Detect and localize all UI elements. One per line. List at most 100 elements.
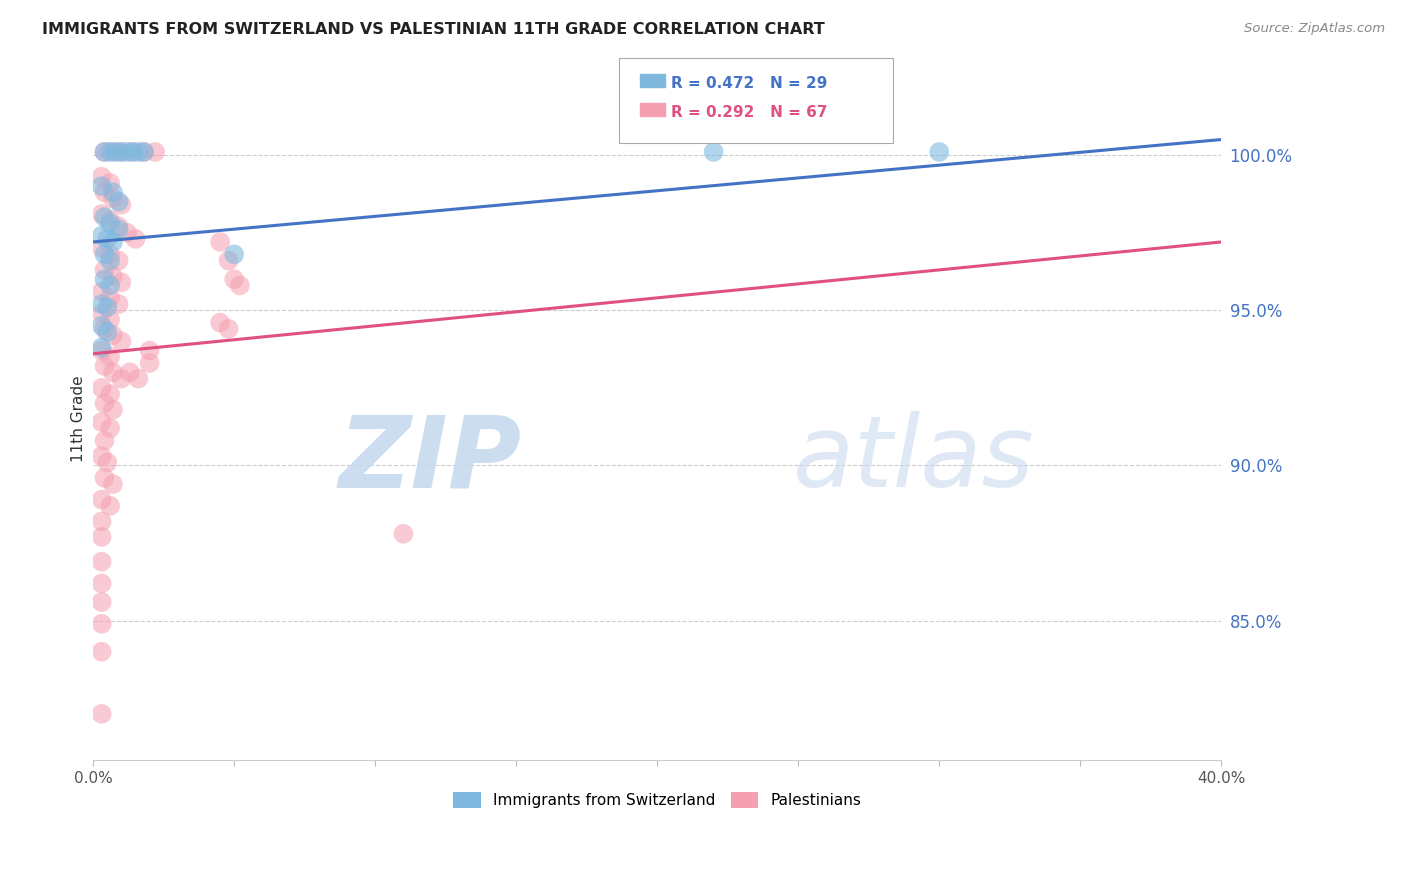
Point: [90, 179, 112, 194]
Point: [115, 145, 138, 159]
Point: [93, 272, 115, 286]
Point: [115, 226, 138, 240]
Point: [93, 145, 115, 159]
Point: [121, 145, 143, 159]
Point: [90, 297, 112, 311]
Point: [209, 316, 232, 330]
Point: [90, 706, 112, 721]
Point: [93, 322, 115, 336]
Point: [98, 350, 121, 364]
Point: [90, 169, 112, 184]
Point: [98, 499, 121, 513]
Point: [90, 530, 112, 544]
Point: [90, 341, 112, 355]
Point: [96, 300, 118, 314]
Point: [107, 253, 129, 268]
Point: [101, 145, 124, 159]
Point: [218, 322, 240, 336]
Point: [110, 198, 132, 212]
Point: [209, 235, 232, 249]
Point: [118, 365, 141, 379]
Point: [93, 247, 115, 261]
Point: [93, 434, 115, 448]
Point: [90, 415, 112, 429]
Legend: Immigrants from Switzerland, Palestinians: Immigrants from Switzerland, Palestinian…: [447, 786, 868, 814]
Text: atlas: atlas: [793, 411, 1035, 508]
Point: [93, 210, 115, 224]
Point: [110, 276, 132, 290]
Point: [98, 291, 121, 305]
Point: [392, 526, 415, 541]
Point: [98, 216, 121, 230]
Point: [107, 219, 129, 234]
Point: [93, 471, 115, 485]
Point: [98, 387, 121, 401]
Point: [143, 145, 166, 159]
Point: [229, 278, 252, 293]
Point: [101, 192, 124, 206]
Point: [110, 145, 132, 159]
Point: [90, 492, 112, 507]
Point: [124, 232, 146, 246]
Point: [98, 213, 121, 227]
Point: [107, 222, 129, 236]
Point: [90, 595, 112, 609]
Text: ZIP: ZIP: [339, 411, 522, 508]
Point: [98, 312, 121, 326]
Point: [132, 145, 155, 159]
Point: [104, 145, 127, 159]
Point: [138, 356, 160, 370]
Point: [98, 278, 121, 293]
Point: [138, 343, 160, 358]
Point: [93, 145, 115, 159]
Point: [127, 145, 149, 159]
Point: [96, 455, 118, 469]
Point: [703, 145, 725, 159]
Point: [132, 145, 155, 159]
Point: [90, 645, 112, 659]
Point: [93, 263, 115, 277]
Point: [96, 325, 118, 339]
Point: [224, 272, 246, 286]
Point: [90, 449, 112, 463]
Point: [90, 228, 112, 243]
Point: [101, 269, 124, 284]
Point: [121, 145, 143, 159]
Point: [928, 145, 950, 159]
Point: [90, 555, 112, 569]
Point: [90, 318, 112, 333]
Point: [224, 247, 246, 261]
Point: [98, 421, 121, 435]
Point: [96, 232, 118, 246]
Point: [127, 371, 149, 385]
Y-axis label: 11th Grade: 11th Grade: [72, 376, 86, 462]
Point: [90, 381, 112, 395]
Point: [107, 194, 129, 209]
Text: R = 0.472   N = 29: R = 0.472 N = 29: [671, 76, 827, 91]
Point: [90, 285, 112, 299]
Point: [90, 514, 112, 528]
Point: [110, 145, 132, 159]
Point: [101, 186, 124, 200]
Point: [101, 365, 124, 379]
Point: [98, 176, 121, 190]
Point: [90, 241, 112, 255]
Point: [218, 253, 240, 268]
Point: [90, 616, 112, 631]
Point: [110, 334, 132, 349]
Point: [90, 343, 112, 358]
Text: R = 0.292   N = 67: R = 0.292 N = 67: [671, 105, 827, 120]
Point: [101, 477, 124, 491]
Text: IMMIGRANTS FROM SWITZERLAND VS PALESTINIAN 11TH GRADE CORRELATION CHART: IMMIGRANTS FROM SWITZERLAND VS PALESTINI…: [42, 22, 825, 37]
Point: [90, 207, 112, 221]
Text: Source: ZipAtlas.com: Source: ZipAtlas.com: [1244, 22, 1385, 36]
Point: [110, 371, 132, 385]
Point: [90, 306, 112, 320]
Point: [98, 145, 121, 159]
Point: [93, 186, 115, 200]
Point: [101, 402, 124, 417]
Point: [101, 235, 124, 249]
Point: [98, 247, 121, 261]
Point: [93, 396, 115, 410]
Point: [93, 359, 115, 373]
